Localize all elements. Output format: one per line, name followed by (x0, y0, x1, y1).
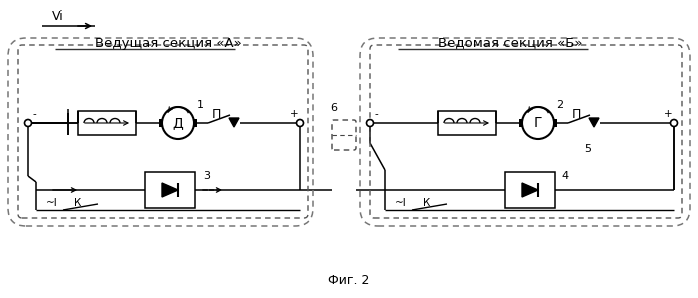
Text: Г: Г (534, 116, 542, 130)
Text: -: - (374, 109, 378, 119)
Circle shape (162, 107, 194, 139)
Text: +: + (290, 109, 298, 119)
Text: Фиг. 2: Фиг. 2 (328, 274, 370, 286)
Polygon shape (589, 118, 599, 127)
Text: Ведущая секция «А»: Ведущая секция «А» (95, 36, 242, 49)
Text: П: П (571, 108, 581, 120)
Bar (553, 119, 557, 127)
Circle shape (366, 119, 373, 126)
Bar (193, 119, 197, 127)
Text: Vi: Vi (52, 10, 64, 23)
Bar (145, 172, 195, 208)
Circle shape (671, 119, 678, 126)
Text: 2: 2 (556, 100, 563, 110)
Bar (519, 119, 523, 127)
Bar (78, 111, 136, 135)
Text: Д: Д (172, 116, 184, 130)
Bar (505, 172, 555, 208)
Text: Ведомая секция «Б»: Ведомая секция «Б» (438, 36, 583, 49)
Text: П: П (211, 108, 221, 120)
Circle shape (522, 107, 554, 139)
Text: 4: 4 (561, 171, 569, 181)
Text: К: К (75, 198, 82, 208)
Circle shape (297, 119, 304, 126)
Text: К: К (424, 198, 431, 208)
Text: 6: 6 (330, 103, 338, 113)
Text: 1: 1 (197, 100, 204, 110)
Text: ~I: ~I (46, 198, 58, 208)
Polygon shape (229, 118, 239, 127)
Text: +: + (664, 109, 672, 119)
Polygon shape (162, 183, 178, 197)
Circle shape (24, 119, 31, 126)
Bar (159, 119, 163, 127)
Text: 3: 3 (204, 171, 211, 181)
Bar (438, 111, 496, 135)
Text: 5: 5 (584, 144, 591, 154)
Polygon shape (522, 183, 538, 197)
Text: ~I: ~I (395, 198, 407, 208)
Text: -: - (32, 109, 36, 119)
